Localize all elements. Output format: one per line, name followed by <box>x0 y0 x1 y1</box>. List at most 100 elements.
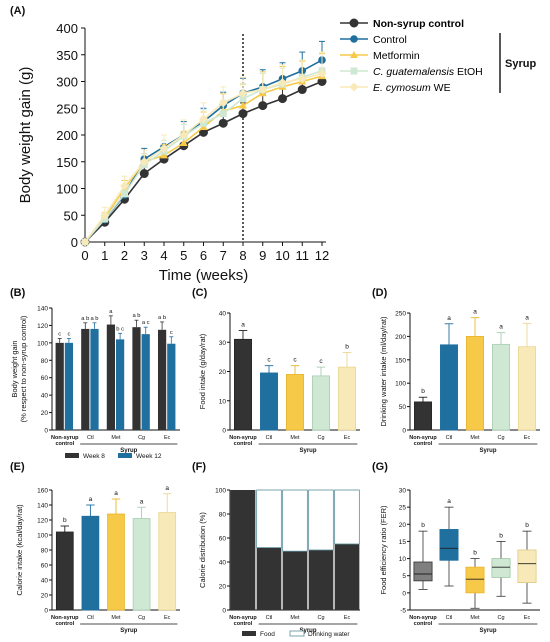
y-tick-label: 0 <box>222 428 226 435</box>
y-tick-label: 200 <box>395 334 406 341</box>
y-tick-label: 250 <box>395 311 406 318</box>
y-tick-label: 50 <box>399 404 407 411</box>
y-axis-label: Calorie distribution (%) <box>198 512 207 588</box>
x-tick-label: control <box>234 621 253 627</box>
data-point <box>159 143 169 153</box>
x-tick-label: Non-syrup <box>409 435 437 441</box>
significance-letter: a <box>109 309 113 315</box>
x-tick-label: Met <box>470 615 480 621</box>
bar <box>141 334 150 430</box>
x-tick-label: 5 <box>180 248 187 263</box>
bar <box>338 366 356 431</box>
x-tick-label: Ctl <box>266 435 273 441</box>
significance-letter: a <box>165 485 169 492</box>
panel-label: (C) <box>192 287 208 299</box>
data-point <box>100 210 110 220</box>
y-tick-label: -5 <box>400 608 406 615</box>
bar-water <box>282 489 308 552</box>
y-tick-label: 5 <box>402 573 406 580</box>
legend-label: Control <box>373 34 407 46</box>
significance-letter: b <box>421 388 425 395</box>
legend-marker <box>349 82 359 92</box>
y-tick-label: 0 <box>402 428 406 435</box>
y-tick-label: 10 <box>219 398 227 405</box>
y-tick-label: 80 <box>219 512 227 519</box>
y-tick-label: 350 <box>56 48 78 63</box>
y-tick-label: 120 <box>37 518 48 525</box>
bar <box>492 343 510 431</box>
data-point <box>139 169 149 179</box>
significance-letter: a b <box>132 313 140 319</box>
significance-letter: a <box>114 490 118 497</box>
box <box>439 529 459 561</box>
data-point <box>121 190 128 198</box>
significance-letter: a <box>473 309 477 316</box>
legend-label: Week 12 <box>136 453 162 460</box>
data-point <box>297 85 307 95</box>
x-tick-label: Ec <box>164 435 171 441</box>
x-tick-label: Non-syrup <box>409 615 437 621</box>
y-tick-label: 100 <box>37 340 48 347</box>
bar <box>90 328 99 430</box>
bar <box>440 344 458 431</box>
bar <box>234 338 252 431</box>
x-tick-label: 3 <box>141 248 148 263</box>
syrup-group-label: Syrup <box>299 628 316 634</box>
series-line <box>84 59 323 243</box>
x-tick-label: Non-syrup <box>51 435 79 441</box>
y-tick-label: 10 <box>399 556 407 563</box>
y-tick-label: 20 <box>41 410 49 417</box>
y-tick-label: 140 <box>37 503 48 510</box>
panel-label: (G) <box>372 461 388 473</box>
x-tick-label: Cg <box>138 615 145 621</box>
y-tick-label: 30 <box>399 488 407 495</box>
significance-letter: a b <box>90 316 98 322</box>
x-tick-label: control <box>55 441 74 447</box>
data-point <box>297 74 307 84</box>
y-tick-label: 120 <box>37 323 48 330</box>
panel-label: (B) <box>10 287 26 299</box>
syrup-group-label: Syrup <box>120 448 137 454</box>
y-tick-label: 50 <box>64 208 78 223</box>
x-tick-label: Ec <box>164 615 171 621</box>
data-point <box>179 130 189 140</box>
bar <box>81 328 90 430</box>
y-tick-label: 60 <box>219 536 227 543</box>
bar-water <box>308 489 334 551</box>
legend-label: Non-syrup control <box>373 18 464 30</box>
significance-letter: c <box>170 330 173 336</box>
data-point <box>120 181 129 191</box>
bar-food <box>308 550 334 610</box>
y-tick-label: 40 <box>219 560 227 567</box>
x-tick-label: Ec <box>524 615 531 621</box>
y-tick-label: 400 <box>56 21 78 36</box>
x-tick-label: 1 <box>101 248 108 263</box>
significance-letter: a <box>140 498 144 505</box>
panel-label: (A) <box>10 5 26 17</box>
significance-letter: b <box>525 522 529 529</box>
legend-label: E. cymosum WE <box>373 82 451 94</box>
y-tick-label: 20 <box>219 584 227 591</box>
x-tick-label: 9 <box>259 248 266 263</box>
significance-letter: b <box>499 532 503 539</box>
syrup-group-label: Syrup <box>120 628 137 634</box>
y-tick-label: 20 <box>41 593 49 600</box>
data-point <box>160 151 168 159</box>
significance-letter: a <box>89 496 93 503</box>
significance-letter: a <box>447 315 451 322</box>
series-line <box>84 75 323 243</box>
significance-letter: a c <box>142 320 150 326</box>
x-tick-label: 4 <box>160 248 167 263</box>
x-tick-label: 2 <box>121 248 128 263</box>
panel-label: (D) <box>372 287 388 299</box>
data-point <box>139 157 149 167</box>
x-tick-label: Non-syrup <box>51 615 79 621</box>
bar <box>132 518 151 611</box>
significance-letter: b c <box>116 326 124 332</box>
y-tick-label: 20 <box>219 369 227 376</box>
data-point <box>218 118 228 128</box>
x-tick-label: Cg <box>317 435 324 441</box>
y-tick-label: 0 <box>71 235 78 250</box>
panel-label: (F) <box>192 461 206 473</box>
box <box>517 549 537 583</box>
